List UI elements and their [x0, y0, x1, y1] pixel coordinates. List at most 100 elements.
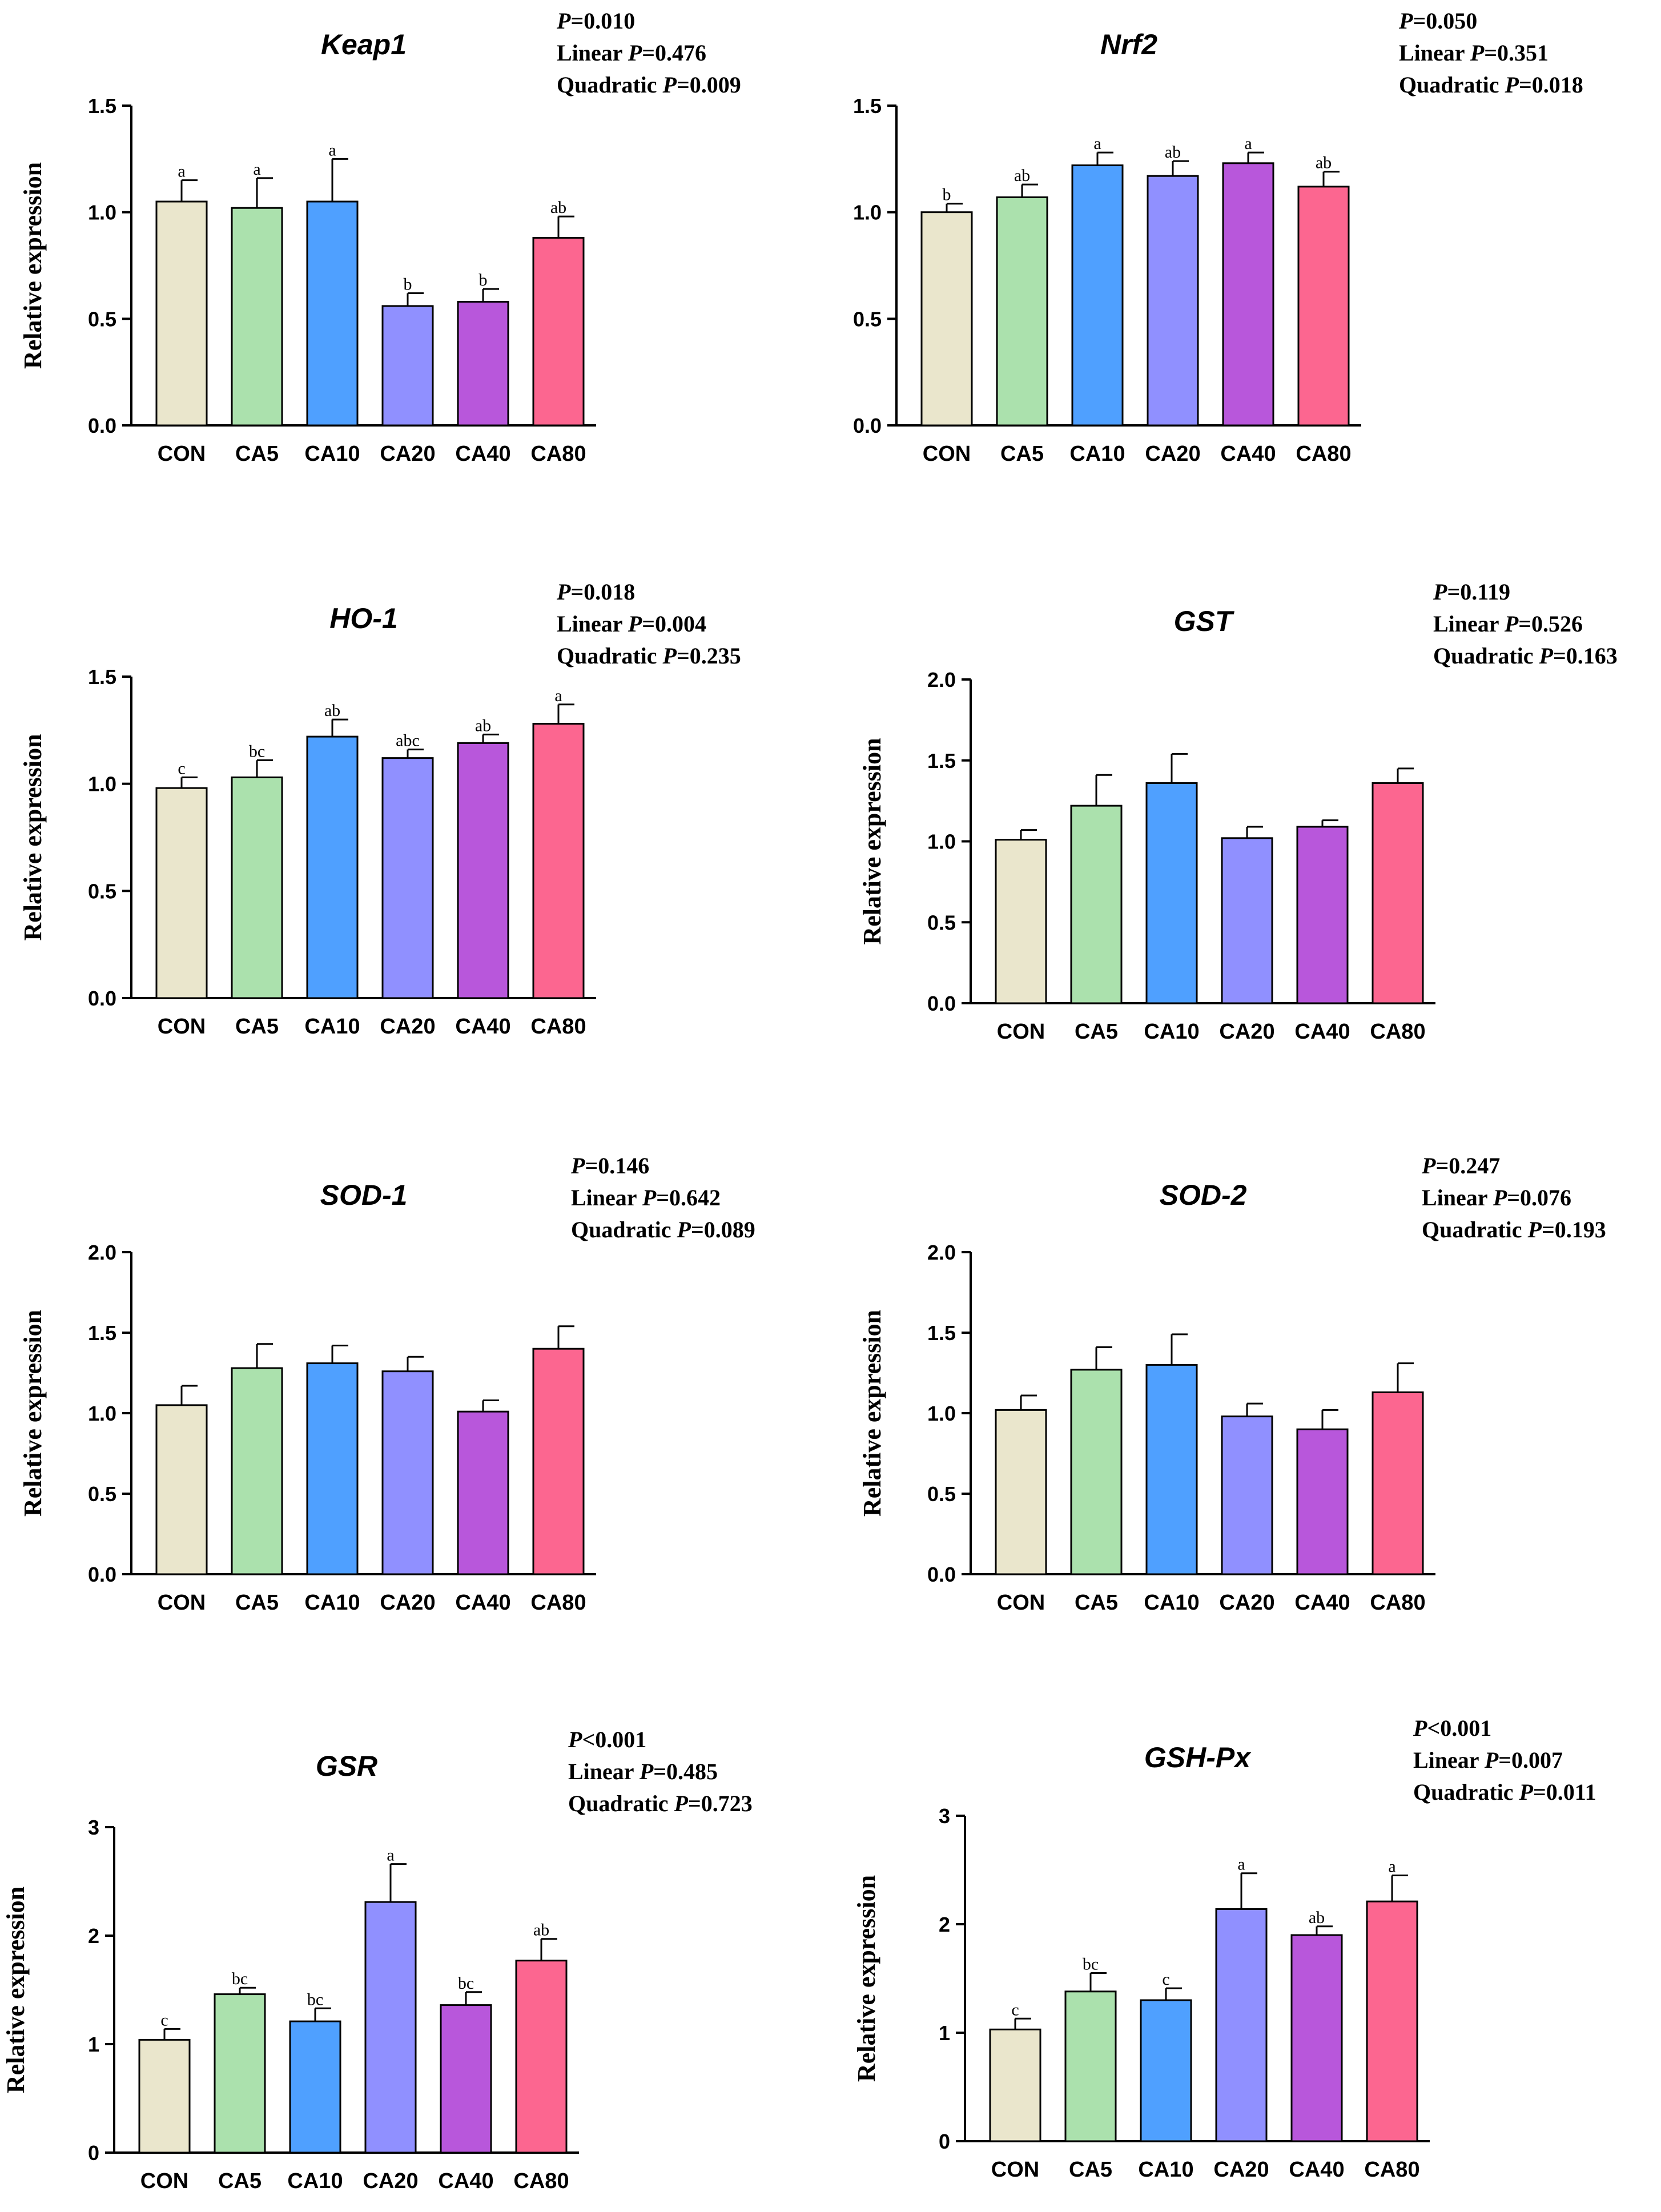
bar-ca80 — [1366, 1900, 1418, 2142]
stat-value: =0.247 — [1435, 1153, 1500, 1179]
significance-letter: bc — [249, 742, 265, 761]
bar-ca5 — [231, 207, 283, 427]
stat-line: Linear P=0.485 — [568, 1759, 718, 1784]
bar-ca10 — [306, 1362, 359, 1575]
x-tick-label: CA80 — [1364, 2158, 1419, 2182]
y-tick-label: 2.0 — [88, 1241, 116, 1264]
significance-letter: bc — [307, 1990, 323, 2009]
p-symbol: P — [1519, 1779, 1534, 1805]
bar-ca10 — [289, 2020, 341, 2154]
x-tick-label: CA5 — [1075, 1020, 1118, 1044]
significance-letter: a — [1237, 1855, 1245, 1874]
x-tick-label: CA40 — [1294, 1591, 1350, 1615]
stat-value: Quadratic — [1413, 1779, 1519, 1805]
x-tick-label: CA80 — [513, 2169, 569, 2193]
y-tick-label: 0 — [939, 2130, 950, 2153]
chart-panel: Nrf2 P=0.050 Linear P=0.351 Quadratic P=0.0… — [830, 0, 1660, 553]
bar-ca5 — [231, 776, 283, 999]
x-tick-label: CA80 — [1370, 1591, 1425, 1615]
y-tick-label: 3 — [88, 1816, 99, 1839]
significance-letter: ab — [324, 701, 340, 720]
bar-ca80 — [532, 1348, 585, 1575]
bar-ca40 — [1296, 826, 1349, 1004]
x-tick-label: CON — [158, 1591, 206, 1615]
x-tick-label: CON — [158, 442, 206, 466]
bar-ca10 — [1145, 782, 1198, 1004]
y-tick-label: 1.0 — [853, 201, 882, 224]
stat-line: Quadratic P=0.723 — [568, 1791, 753, 1816]
x-tick-label: CA80 — [530, 1591, 586, 1615]
x-tick-label: CA10 — [1069, 442, 1125, 466]
bar-ca5 — [1070, 1369, 1123, 1575]
chart-title: GSR — [316, 1750, 377, 1782]
stat-line: P<0.001 — [1413, 1715, 1491, 1741]
stat-value: =0.018 — [570, 579, 635, 605]
stat-line: Quadratic P=0.018 — [1399, 72, 1583, 98]
y-tick-label: 1.5 — [88, 1321, 116, 1345]
y-tick-label: 1.5 — [853, 94, 882, 118]
p-symbol: P — [556, 579, 571, 605]
x-tick-label: CA40 — [1220, 442, 1276, 466]
chart-title: GSH-Px — [1144, 1742, 1252, 1773]
p-symbol: P — [628, 611, 642, 637]
y-tick-label: 1.0 — [927, 1402, 956, 1425]
y-tick-label: 1.5 — [88, 94, 116, 118]
chart-panel: Keap1 P=0.010 Linear P=0.476 Quadratic P=0.… — [0, 0, 830, 553]
stat-value: =0.076 — [1507, 1185, 1571, 1210]
y-axis-label: Relative expression — [852, 1875, 880, 2082]
significance-letter: b — [943, 186, 951, 204]
bar-ca40 — [1222, 162, 1274, 427]
bar-con — [155, 787, 208, 999]
x-tick-label: CA10 — [1138, 2158, 1193, 2182]
p-symbol: P — [1527, 1217, 1542, 1242]
chart-title: GST — [1174, 605, 1235, 637]
y-tick-label: 0.5 — [88, 1482, 116, 1506]
chart-panel: GSR P<0.001 Linear P=0.485 Quadratic P=0.72… — [0, 1658, 830, 2211]
p-symbol: P — [1539, 643, 1554, 669]
stat-value: =0.723 — [688, 1791, 753, 1816]
bar-ca10 — [1140, 1999, 1192, 2142]
stat-line: P=0.146 — [570, 1153, 649, 1179]
chart-title: Nrf2 — [1100, 29, 1157, 61]
bar-ca5 — [231, 1367, 283, 1575]
x-tick-label: CA5 — [1000, 442, 1044, 466]
significance-letter: bc — [1083, 1955, 1099, 1974]
bar-con — [155, 200, 208, 427]
p-symbol: P — [1421, 1153, 1436, 1179]
p-symbol: P — [570, 1153, 585, 1179]
stat-line: Linear P=0.642 — [571, 1185, 721, 1210]
significance-letter: a — [1388, 1857, 1395, 1876]
bar-ca20 — [1221, 837, 1273, 1004]
significance-letter: abc — [396, 731, 420, 750]
stat-line: Linear P=0.351 — [1399, 40, 1549, 66]
p-symbol: P — [677, 1217, 691, 1242]
stat-line: Quadratic P=0.011 — [1413, 1779, 1596, 1805]
y-axis-label: Relative expression — [19, 1310, 47, 1517]
bar-ca40 — [1296, 1428, 1349, 1575]
chart-panel: SOD-1 P=0.146 Linear P=0.642 Quadratic P=0.… — [0, 1105, 830, 1658]
x-tick-label: CA20 — [1213, 2158, 1269, 2182]
y-axis-label: Relative expression — [858, 1310, 886, 1517]
y-tick-label: 0.5 — [927, 1482, 956, 1506]
p-symbol: P — [1470, 40, 1485, 66]
stat-value: =0.235 — [677, 643, 741, 669]
stat-value: Linear — [568, 1759, 640, 1784]
x-tick-label: CA5 — [218, 2169, 262, 2193]
bar-ca20 — [1221, 1415, 1273, 1575]
x-tick-label: CA40 — [455, 1015, 510, 1039]
x-tick-label: CA40 — [1294, 1020, 1350, 1044]
stat-line: Linear P=0.007 — [1413, 1747, 1563, 1773]
p-symbol: P — [662, 643, 677, 669]
y-tick-label: 2 — [88, 1924, 99, 1948]
bar-con — [995, 1409, 1047, 1575]
bar-ca5 — [1070, 805, 1123, 1004]
significance-letter: a — [1244, 134, 1252, 153]
bar-ca40 — [457, 1410, 509, 1575]
significance-letter: a — [328, 140, 336, 159]
stat-value: Quadratic — [1433, 643, 1539, 669]
p-symbol: P — [639, 1759, 654, 1784]
chart-title: Keap1 — [321, 29, 407, 61]
